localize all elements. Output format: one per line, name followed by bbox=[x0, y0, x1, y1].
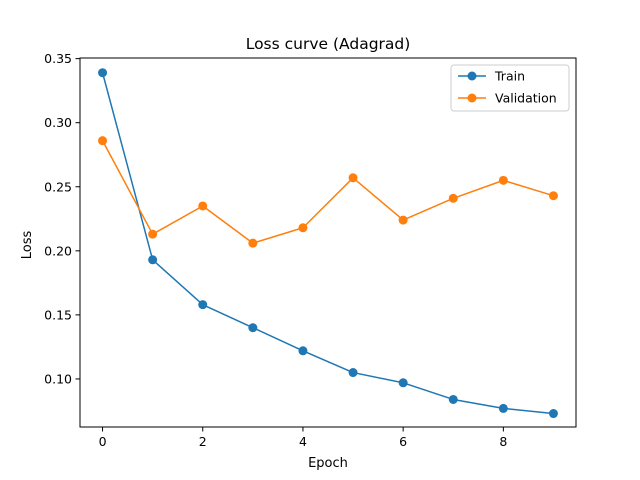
data-point-train-1 bbox=[148, 255, 158, 265]
data-point-validation-6 bbox=[398, 215, 408, 225]
chart-title: Loss curve (Adagrad) bbox=[246, 35, 411, 53]
data-point-train-2 bbox=[198, 300, 208, 310]
data-point-validation-7 bbox=[448, 193, 458, 203]
y-tick-label-0.1: 0.10 bbox=[44, 371, 72, 386]
legend: Train Validation bbox=[450, 64, 570, 112]
data-point-validation-2 bbox=[198, 201, 208, 211]
x-axis-label: Epoch bbox=[308, 456, 348, 471]
axes-layer: 0 2 4 6 8 0.10 0.15 0.20 0.25 0.30 0.35 bbox=[44, 51, 577, 449]
y-tick-label-0.3: 0.30 bbox=[44, 115, 72, 130]
legend-label: Validation bbox=[495, 91, 557, 106]
data-point-train-6 bbox=[398, 378, 408, 388]
legend-label: Train bbox=[494, 69, 525, 84]
legend-item-train: Train bbox=[458, 69, 525, 84]
series-validation bbox=[98, 136, 558, 248]
series-line-validation bbox=[101, 139, 555, 244]
series-train bbox=[98, 68, 558, 419]
x-tick-label-4: 4 bbox=[299, 434, 307, 449]
data-point-validation-1 bbox=[148, 229, 158, 239]
data-point-train-7 bbox=[448, 394, 458, 404]
y-axis-label: Loss bbox=[20, 231, 35, 260]
x-tick-label-0: 0 bbox=[99, 434, 107, 449]
data-point-validation-0 bbox=[98, 136, 108, 146]
data-point-train-0 bbox=[98, 68, 108, 78]
y-tick-label-0.35: 0.35 bbox=[44, 51, 72, 66]
data-point-train-8 bbox=[498, 403, 508, 413]
data-point-validation-4 bbox=[298, 223, 308, 233]
legend-item-validation: Validation bbox=[458, 91, 557, 106]
data-point-validation-3 bbox=[248, 238, 258, 248]
x-tick-label-8: 8 bbox=[499, 434, 507, 449]
series-layer bbox=[98, 68, 558, 419]
series-line-train bbox=[101, 71, 555, 415]
y-tick-label-0.15: 0.15 bbox=[44, 307, 72, 322]
legend-swatch-marker bbox=[467, 71, 477, 81]
y-tick-label-0.2: 0.20 bbox=[44, 243, 72, 258]
data-point-train-4 bbox=[298, 346, 308, 356]
plot-area bbox=[80, 58, 576, 427]
x-tick-label-6: 6 bbox=[399, 434, 407, 449]
legend-swatch-marker bbox=[467, 93, 477, 103]
plot-background bbox=[80, 58, 576, 427]
data-point-validation-9 bbox=[548, 191, 558, 201]
x-tick-label-2: 2 bbox=[199, 434, 207, 449]
data-point-train-9 bbox=[548, 409, 558, 419]
data-point-validation-8 bbox=[498, 175, 508, 185]
axes-frame bbox=[79, 57, 577, 428]
data-point-train-5 bbox=[348, 368, 358, 378]
data-point-validation-5 bbox=[348, 173, 358, 183]
y-tick-label-0.25: 0.25 bbox=[44, 179, 72, 194]
data-point-train-3 bbox=[248, 323, 258, 333]
